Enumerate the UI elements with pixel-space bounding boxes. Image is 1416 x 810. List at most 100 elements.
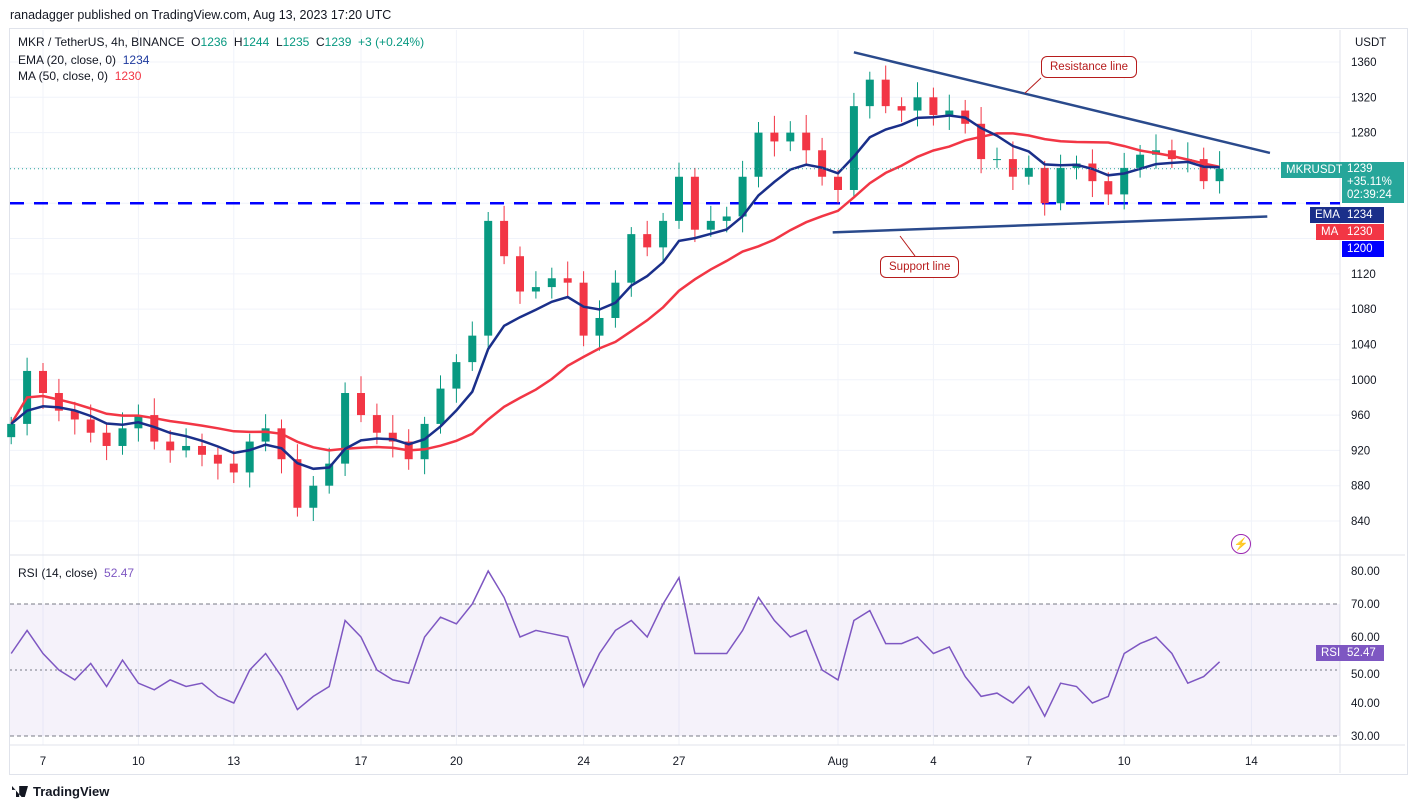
time-axis-label: 4 bbox=[930, 756, 937, 768]
candle-body bbox=[547, 278, 556, 288]
candle-body bbox=[166, 441, 175, 451]
price-axis-label: 1280 bbox=[1351, 128, 1377, 140]
ma-tag-value: 1230 bbox=[1342, 224, 1384, 240]
candle-body bbox=[643, 234, 652, 248]
change-pct: +35.11% bbox=[1347, 176, 1392, 188]
candle-body bbox=[770, 132, 779, 142]
candle-body bbox=[500, 220, 509, 257]
candle-body bbox=[929, 97, 938, 115]
candle-body bbox=[802, 132, 811, 151]
price-axis-label: 1120 bbox=[1351, 269, 1376, 281]
time-axis-label: 17 bbox=[355, 756, 368, 768]
candle-body bbox=[611, 282, 620, 318]
candle-body bbox=[452, 362, 461, 389]
currency-label[interactable]: USDT bbox=[1355, 37, 1387, 49]
time-axis-label: 7 bbox=[40, 756, 46, 768]
close-label: C bbox=[316, 35, 325, 49]
open-label: O bbox=[191, 35, 201, 49]
candle-body bbox=[468, 335, 477, 363]
candle-body bbox=[897, 106, 906, 111]
candle-body bbox=[484, 220, 493, 336]
candle-body bbox=[706, 220, 715, 230]
publisher-caption: ranadagger published on TradingView.com,… bbox=[10, 8, 392, 22]
candle-body bbox=[293, 459, 302, 508]
rsi-axis-label: 40.00 bbox=[1351, 698, 1380, 710]
candle-body bbox=[913, 97, 922, 111]
high-value: 1244 bbox=[242, 35, 270, 49]
candle-body bbox=[372, 415, 381, 433]
candle-body bbox=[54, 393, 63, 411]
candle-body bbox=[1088, 163, 1097, 182]
candle-body bbox=[1024, 167, 1033, 177]
level-tag-value: 1200 bbox=[1342, 241, 1384, 257]
candle-body bbox=[722, 216, 731, 221]
price-axis-label: 840 bbox=[1351, 516, 1370, 528]
footer-logo[interactable]: TradingView bbox=[12, 784, 109, 799]
ma-legend[interactable]: MA (50, close, 0) 1230 bbox=[18, 69, 141, 83]
time-axis-label: 7 bbox=[1026, 756, 1032, 768]
time-axis-label: 20 bbox=[450, 756, 463, 768]
ema-tag-label: EMA bbox=[1310, 207, 1345, 223]
candle-body bbox=[579, 282, 588, 336]
rsi-line bbox=[10, 569, 1221, 718]
candle-body bbox=[86, 419, 95, 433]
close-value: 1239 bbox=[324, 35, 352, 49]
symbol-legend: MKR / TetherUS, 4h, BINANCE O1236 H1244 … bbox=[18, 35, 424, 49]
candle-body bbox=[309, 485, 318, 508]
candle-body bbox=[1136, 154, 1145, 168]
candle-body bbox=[70, 410, 79, 420]
candle-body bbox=[786, 132, 795, 142]
price-axis-label: 1040 bbox=[1351, 339, 1377, 351]
candle-body bbox=[182, 445, 191, 451]
candle-body bbox=[102, 432, 111, 446]
time-axis-label: 14 bbox=[1245, 756, 1258, 768]
candle-body bbox=[754, 132, 763, 177]
candle-body bbox=[849, 106, 858, 190]
ma-legend-value: 1230 bbox=[114, 69, 142, 83]
time-axis-label: 27 bbox=[673, 756, 686, 768]
low-label: L bbox=[275, 35, 283, 49]
candle-body bbox=[1056, 167, 1065, 204]
ema-tag-value: 1234 bbox=[1342, 207, 1384, 223]
price-axis-label: 1320 bbox=[1351, 92, 1377, 104]
resistance-annotation[interactable]: Resistance line bbox=[1041, 56, 1137, 78]
candle-body bbox=[39, 370, 47, 394]
candle-body bbox=[881, 79, 890, 107]
price-axis-label: 1000 bbox=[1351, 375, 1377, 387]
candle-body bbox=[229, 463, 238, 473]
symbol-name[interactable]: MKR / TetherUS, 4h, BINANCE bbox=[18, 35, 185, 49]
candle-body bbox=[993, 159, 1001, 161]
ma-line bbox=[10, 132, 1220, 452]
rsi-tag-label: RSI bbox=[1316, 645, 1346, 661]
lightning-icon[interactable]: ⚡ bbox=[1231, 534, 1251, 554]
ema-line bbox=[10, 114, 1220, 471]
candle-body bbox=[977, 123, 986, 160]
rsi-axis-label: 80.00 bbox=[1351, 566, 1380, 578]
time-axis-label: 10 bbox=[1118, 756, 1131, 768]
ema-legend[interactable]: EMA (20, close, 0) 1234 bbox=[18, 53, 149, 67]
candle-body bbox=[357, 393, 365, 416]
rsi-axis-label: 60.00 bbox=[1351, 632, 1380, 644]
support-annotation[interactable]: Support line bbox=[880, 256, 960, 278]
candle-body bbox=[261, 428, 270, 442]
candle-body bbox=[531, 287, 540, 292]
candle-body bbox=[420, 423, 429, 460]
ma-tag-label: MA bbox=[1316, 224, 1344, 240]
candle-body bbox=[627, 234, 636, 283]
ma-legend-label: MA (50, close, 0) bbox=[18, 69, 109, 83]
candle-body bbox=[7, 423, 16, 438]
rsi-legend[interactable]: RSI (14, close) 52.47 bbox=[18, 566, 134, 580]
high-label: H bbox=[233, 35, 243, 49]
rsi-axis-label: 70.00 bbox=[1351, 599, 1380, 611]
candle-body bbox=[213, 454, 222, 464]
rsi-axis-label: 50.00 bbox=[1351, 669, 1380, 681]
candle-body bbox=[1167, 150, 1176, 160]
rsi-tag-value: 52.47 bbox=[1342, 645, 1384, 661]
rsi-legend-label: RSI (14, close) bbox=[18, 566, 98, 580]
candle-body bbox=[945, 110, 954, 115]
price-axis-label: 880 bbox=[1351, 481, 1370, 493]
chart-frame bbox=[9, 28, 1408, 775]
candle-body bbox=[198, 445, 206, 455]
candle-body bbox=[118, 428, 127, 446]
